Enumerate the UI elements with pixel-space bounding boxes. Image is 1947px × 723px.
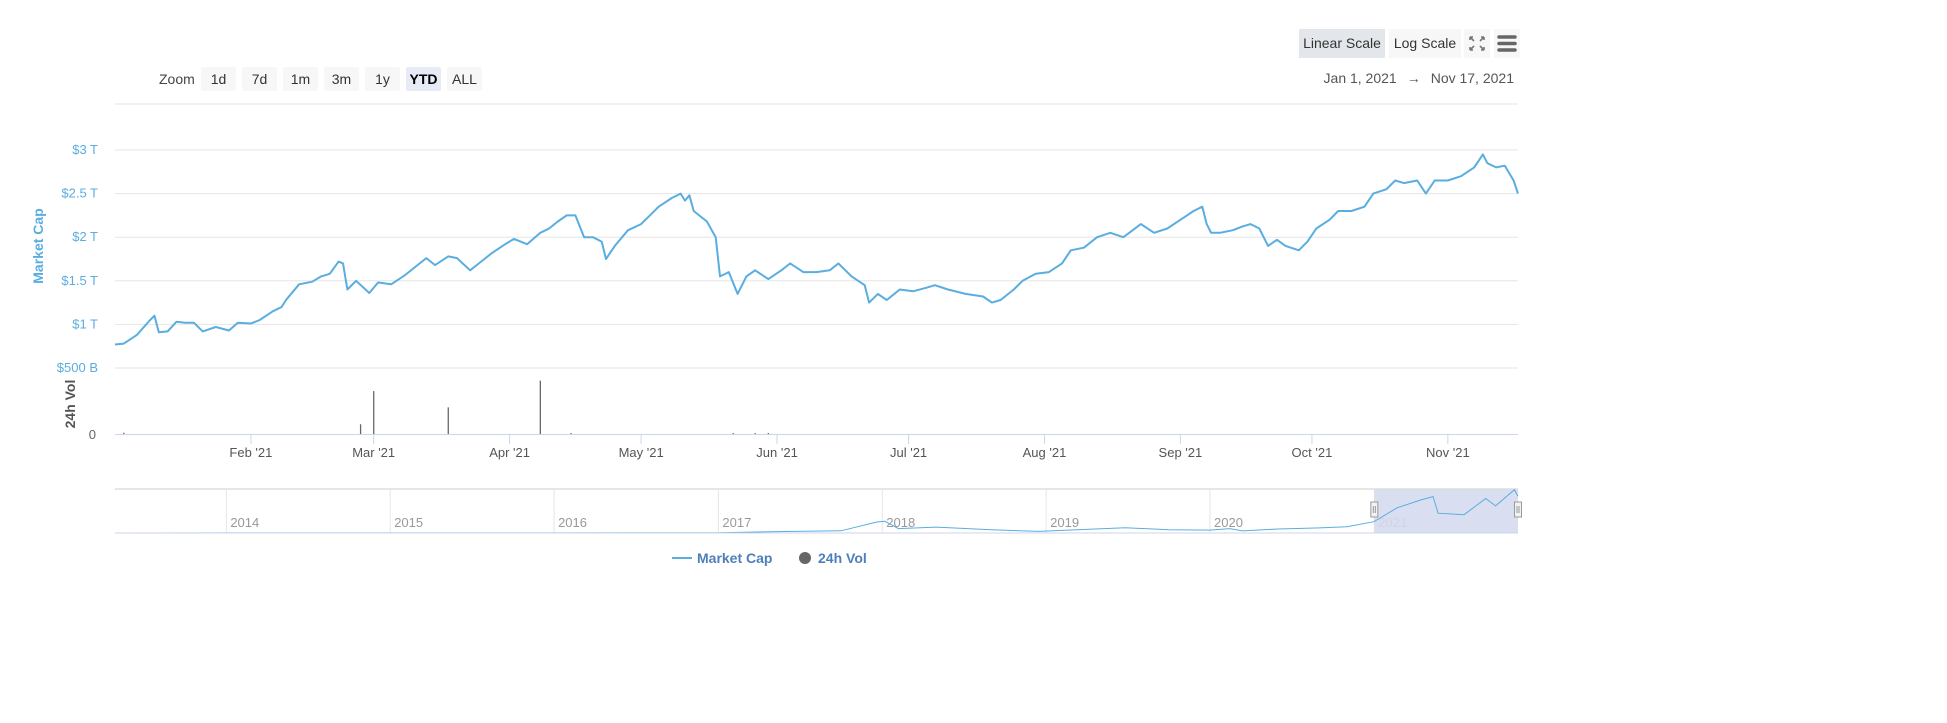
y-tick-label: $2.5 T xyxy=(61,186,98,201)
x-tick-label: Apr '21 xyxy=(489,445,530,460)
navigator-selection xyxy=(1374,489,1518,533)
navigator-handle-right[interactable] xyxy=(1514,501,1522,518)
volume-bar xyxy=(539,380,541,434)
navigator-tick-label: 2016 xyxy=(558,515,587,530)
x-tick-label: Oct '21 xyxy=(1292,445,1333,460)
volume-bar xyxy=(732,433,734,434)
navigator-tick-label: 2015 xyxy=(394,515,423,530)
date-range-from[interactable]: Jan 1, 2021 xyxy=(1323,70,1397,86)
navigator-background xyxy=(115,489,1518,533)
volume-bar xyxy=(754,433,756,434)
hamburger-menu-icon xyxy=(1497,35,1517,52)
y2-axis-title: 24h Vol xyxy=(62,380,78,429)
x-tick-label: Mar '21 xyxy=(352,445,395,460)
volume-bar xyxy=(123,432,125,434)
zoom-button-ytd[interactable]: YTD xyxy=(406,67,441,91)
zoom-button-3m[interactable]: 3m xyxy=(324,67,359,91)
volume-bar xyxy=(447,407,449,434)
legend-item-market-cap[interactable]: Market Cap xyxy=(672,550,772,566)
x-tick-label: Feb '21 xyxy=(229,445,272,460)
legend-label: 24h Vol xyxy=(818,550,867,566)
x-tick-label: Jun '21 xyxy=(756,445,798,460)
date-range: Jan 1, 2021 → Nov 17, 2021 xyxy=(1324,70,1514,86)
volume-bar xyxy=(767,433,769,434)
date-range-to[interactable]: Nov 17, 2021 xyxy=(1430,70,1514,86)
date-range-arrow: → xyxy=(1406,70,1421,86)
navigator-tick-label: 2014 xyxy=(230,515,259,530)
x-tick-label: Sep '21 xyxy=(1159,445,1203,460)
legend: Market Cap 24h Vol xyxy=(672,550,867,566)
log-scale-button[interactable]: Log Scale xyxy=(1389,29,1461,58)
linear-scale-button[interactable]: Linear Scale xyxy=(1299,29,1385,58)
zoom-button-7d[interactable]: 7d xyxy=(242,67,277,91)
navigator-series xyxy=(114,488,1519,534)
legend-label: Market Cap xyxy=(697,550,772,566)
y-tick-label: $2 T xyxy=(72,229,98,244)
navigator-tick-label: 2017 xyxy=(722,515,751,530)
y-tick-label: $1.5 T xyxy=(61,273,98,288)
legend-dot-icon xyxy=(799,552,811,564)
expand-icon xyxy=(1469,36,1485,51)
y-axis-title: Market Cap xyxy=(30,208,46,283)
volume-bar xyxy=(359,424,362,434)
zoom-button-1y[interactable]: 1y xyxy=(365,67,400,91)
navigator-tick-label: 2020 xyxy=(1214,515,1243,530)
zoom-button-1d[interactable]: 1d xyxy=(201,67,236,91)
navigator: 20142015201620172018201920202021 xyxy=(114,488,1522,534)
market-cap-line xyxy=(114,153,1519,346)
y-tick-label: $1 T xyxy=(72,316,98,331)
x-tick-label: May '21 xyxy=(619,445,664,460)
navigator-handle-left[interactable] xyxy=(1370,501,1379,518)
volume-bar xyxy=(570,433,572,434)
legend-item-24h-vol[interactable]: 24h Vol xyxy=(799,550,867,566)
y-tick-label: $3 T xyxy=(72,142,98,157)
zoom-label: Zoom xyxy=(159,71,195,87)
volume-bar xyxy=(373,391,375,434)
navigator-tick-label: 2019 xyxy=(1050,515,1079,530)
x-tick-label: Aug '21 xyxy=(1023,445,1067,460)
fullscreen-button[interactable] xyxy=(1464,29,1490,58)
menu-button[interactable] xyxy=(1494,29,1520,58)
zoom-button-1m[interactable]: 1m xyxy=(283,67,318,91)
x-tick-label: Nov '21 xyxy=(1426,445,1470,460)
zoom-button-all[interactable]: ALL xyxy=(447,67,482,91)
y-tick-label: $500 B xyxy=(57,360,98,375)
y2-tick-label: 0 xyxy=(89,427,96,442)
x-tick-label: Jul '21 xyxy=(890,445,927,460)
